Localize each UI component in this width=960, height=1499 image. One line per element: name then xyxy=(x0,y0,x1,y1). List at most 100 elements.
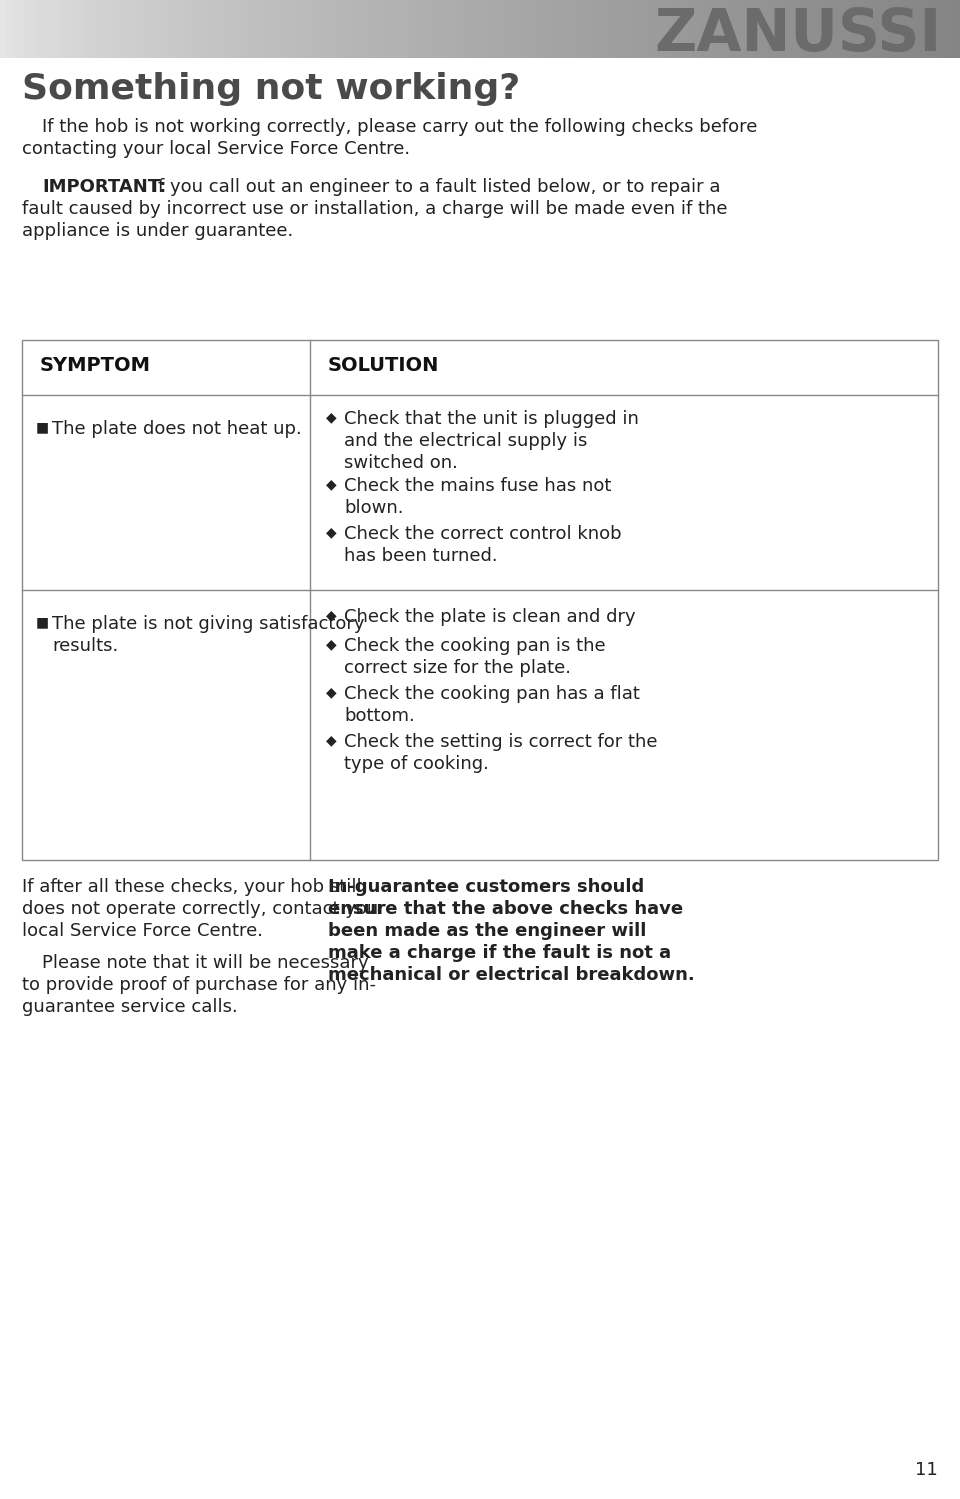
Bar xyxy=(782,0,787,58)
Bar xyxy=(374,0,379,58)
Bar xyxy=(72,0,77,58)
Bar xyxy=(86,0,91,58)
Text: ◆: ◆ xyxy=(326,733,337,747)
Text: been made as the engineer will: been made as the engineer will xyxy=(328,922,646,940)
Bar xyxy=(19,0,24,58)
Bar xyxy=(797,0,802,58)
Bar xyxy=(509,0,514,58)
Text: Check that the unit is plugged in
and the electrical supply is
switched on.: Check that the unit is plugged in and th… xyxy=(344,411,638,472)
Bar xyxy=(418,0,422,58)
Bar xyxy=(778,0,782,58)
Text: fault caused by incorrect use or installation, a charge will be made even if the: fault caused by incorrect use or install… xyxy=(22,199,728,217)
Bar xyxy=(874,0,878,58)
Bar xyxy=(514,0,518,58)
Bar xyxy=(850,0,854,58)
Text: Check the cooking pan is the
correct size for the plate.: Check the cooking pan is the correct siz… xyxy=(344,637,606,678)
Text: does not operate correctly, contact your: does not operate correctly, contact your xyxy=(22,899,386,917)
Bar xyxy=(202,0,206,58)
Text: Check the mains fuse has not
blown.: Check the mains fuse has not blown. xyxy=(344,477,612,517)
Text: Check the setting is correct for the
type of cooking.: Check the setting is correct for the typ… xyxy=(344,733,658,773)
Bar xyxy=(331,0,336,58)
Bar xyxy=(878,0,883,58)
Bar xyxy=(235,0,240,58)
Bar xyxy=(43,0,48,58)
Bar xyxy=(552,0,557,58)
Bar xyxy=(485,0,490,58)
Bar xyxy=(34,0,38,58)
Bar xyxy=(173,0,178,58)
Bar xyxy=(168,0,173,58)
Text: ◆: ◆ xyxy=(326,525,337,540)
Bar xyxy=(754,0,758,58)
Text: Check the cooking pan has a flat
bottom.: Check the cooking pan has a flat bottom. xyxy=(344,685,640,726)
Text: local Service Force Centre.: local Service Force Centre. xyxy=(22,922,263,940)
Bar xyxy=(283,0,288,58)
Bar xyxy=(302,0,307,58)
Bar xyxy=(686,0,691,58)
Bar xyxy=(134,0,139,58)
Bar xyxy=(24,0,29,58)
Bar xyxy=(264,0,269,58)
Bar xyxy=(744,0,749,58)
Bar xyxy=(667,0,672,58)
Bar xyxy=(437,0,442,58)
Bar xyxy=(384,0,389,58)
Text: The plate is not giving satisfactory
results.: The plate is not giving satisfactory res… xyxy=(52,615,365,655)
Bar xyxy=(854,0,859,58)
Bar xyxy=(936,0,941,58)
Bar xyxy=(206,0,211,58)
Bar xyxy=(230,0,235,58)
Bar xyxy=(139,0,144,58)
Bar xyxy=(734,0,739,58)
Bar xyxy=(312,0,317,58)
Bar xyxy=(422,0,427,58)
Bar xyxy=(288,0,293,58)
Bar xyxy=(773,0,778,58)
Bar xyxy=(446,0,451,58)
Bar xyxy=(125,0,130,58)
Bar xyxy=(346,0,350,58)
Bar xyxy=(725,0,730,58)
Text: make a charge if the fault is not a: make a charge if the fault is not a xyxy=(328,944,671,962)
Bar xyxy=(619,0,624,58)
Bar xyxy=(576,0,581,58)
Bar xyxy=(662,0,667,58)
Bar xyxy=(115,0,120,58)
Bar xyxy=(830,0,835,58)
Text: ZANUSSI: ZANUSSI xyxy=(655,6,942,63)
Bar xyxy=(182,0,187,58)
Bar xyxy=(211,0,216,58)
Bar xyxy=(787,0,792,58)
Bar xyxy=(120,0,125,58)
Bar xyxy=(475,0,480,58)
Text: 11: 11 xyxy=(915,1462,938,1480)
Text: ◆: ◆ xyxy=(326,685,337,699)
Text: ◆: ◆ xyxy=(326,477,337,492)
Bar xyxy=(658,0,662,58)
Bar xyxy=(245,0,250,58)
Bar xyxy=(154,0,158,58)
Bar xyxy=(110,0,115,58)
Bar xyxy=(595,0,600,58)
Bar xyxy=(557,0,562,58)
Text: contacting your local Service Force Centre.: contacting your local Service Force Cent… xyxy=(22,139,410,157)
Bar xyxy=(470,0,475,58)
Bar xyxy=(758,0,763,58)
Bar xyxy=(624,0,629,58)
Bar xyxy=(648,0,653,58)
Bar xyxy=(53,0,58,58)
Bar xyxy=(950,0,955,58)
Bar xyxy=(902,0,907,58)
Bar xyxy=(547,0,552,58)
Bar xyxy=(5,0,10,58)
Bar xyxy=(571,0,576,58)
Bar xyxy=(494,0,499,58)
Bar xyxy=(269,0,274,58)
Bar xyxy=(586,0,590,58)
Bar xyxy=(149,0,154,58)
Bar xyxy=(408,0,413,58)
Bar xyxy=(811,0,816,58)
Text: ◆: ◆ xyxy=(326,411,337,424)
Bar xyxy=(250,0,254,58)
Bar xyxy=(941,0,946,58)
